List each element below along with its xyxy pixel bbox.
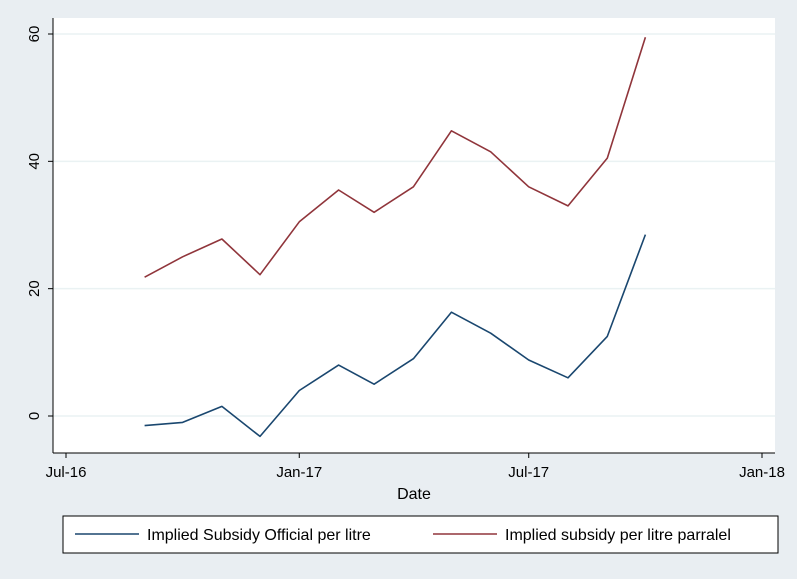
plot-area [53,18,775,453]
y-tick-label: 60 [26,26,43,43]
legend-label-2: Implied subsidy per litre parralel [505,527,731,544]
gridlines [53,33,775,417]
x-axis: Jul-16 Jan-17 Jul-17 Jan-18 [46,452,785,481]
x-tick-label: Jul-17 [508,464,549,481]
y-axis: 0 20 40 60 [26,18,54,453]
legend: Implied Subsidy Official per litre Implie… [62,515,779,554]
y-tick-label: 40 [26,153,43,170]
y-tick-label: 20 [26,280,43,297]
x-tick-label: Jan-17 [276,464,322,481]
series-line-1 [144,234,647,438]
series-lines [144,36,647,438]
x-axis-title: Date [397,486,431,503]
x-tick-label: Jul-16 [46,464,87,481]
series-line-2 [144,36,647,278]
legend-box [62,515,779,554]
x-tick-label: Jan-18 [739,464,785,481]
y-tick-label: 0 [26,412,43,420]
legend-label-1: Implied Subsidy Official per litre [147,527,371,544]
